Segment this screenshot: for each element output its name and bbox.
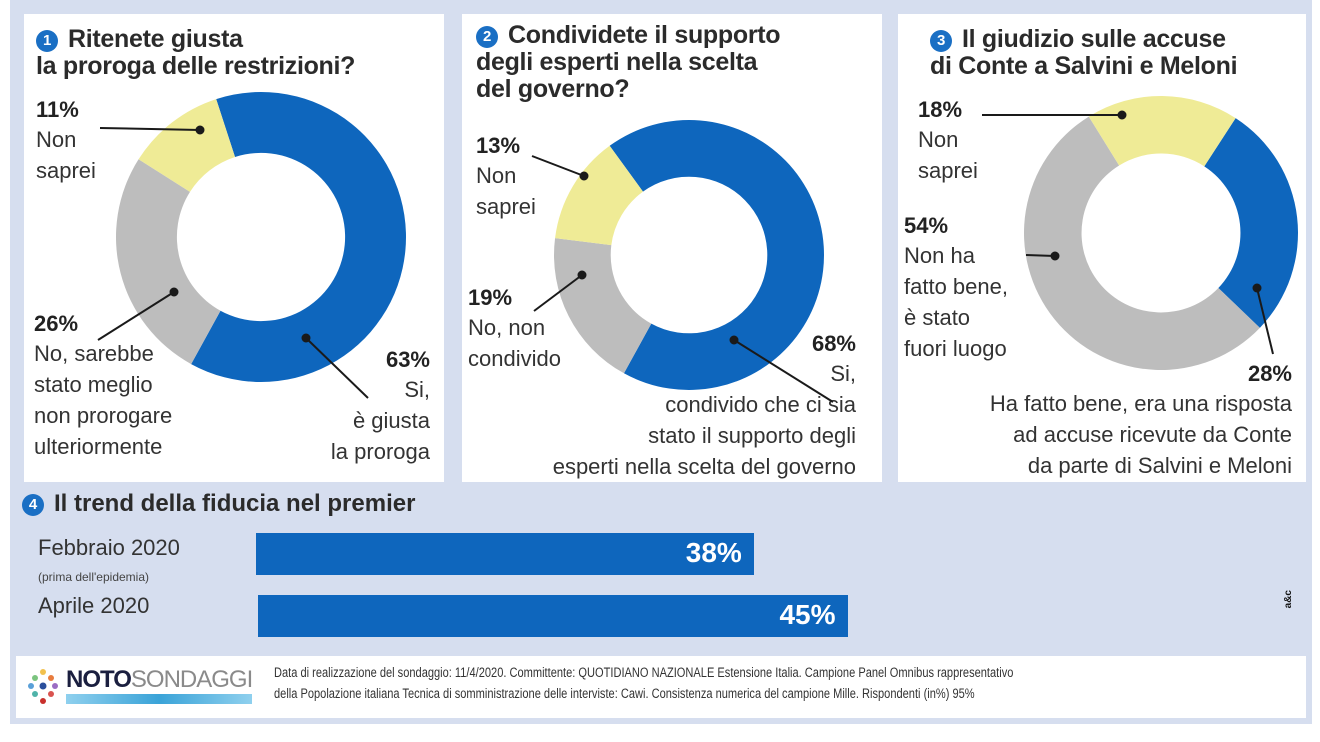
donut-slice-dont-know (138, 99, 236, 192)
slice-text: Non ha (904, 243, 975, 268)
number-badge-icon: 3 (930, 30, 952, 52)
logo-bold: NOTO (66, 666, 132, 693)
poll-panel-1: 1 Ritenete giusta la proroga delle restri… (24, 14, 444, 482)
title-line: degli esperti nella scelta (476, 48, 758, 76)
poll-panel-3: 3 Il giudizio sulle accuse di Conte a Sal… (898, 14, 1306, 482)
slice-text: saprei (918, 158, 978, 183)
slice-text: ulteriormente (34, 434, 163, 459)
slice-text: ad accuse ricevute da Conte (1013, 422, 1292, 447)
title-line: Condividete il supporto (508, 21, 781, 49)
slice-text: No, sarebbe (34, 341, 154, 366)
logo-dots-icon (28, 669, 58, 704)
slice-text: è stato (904, 305, 971, 330)
slice-text: condivido (468, 346, 561, 371)
slice-pct: 54% (904, 213, 949, 238)
donut-slice-yes (609, 120, 824, 391)
slice-text: Non (476, 163, 517, 188)
slice-text: fatto bene, (904, 274, 1008, 299)
title-line: del governo? (476, 75, 630, 103)
slice-label-yes: 68% Si, condivido che ci sia stato il su… (553, 330, 856, 482)
slice-pct: 26% (34, 311, 79, 336)
slice-text: fuori luogo (904, 336, 1007, 361)
bar-category-label: Febbraio 2020 (38, 535, 180, 560)
title-line: Il giudizio sulle accuse (962, 25, 1226, 53)
slice-label-yes: 28% Ha fatto bene, era una risposta ad a… (990, 360, 1292, 481)
slice-text: stato meglio (34, 372, 153, 397)
title-line: Ritenete giusta (68, 25, 243, 53)
bar-aprile: 45% (258, 595, 848, 637)
logo-strip (66, 694, 252, 704)
slice-pct: 13% (476, 133, 521, 158)
slice-pct: 18% (918, 97, 963, 122)
footer: NOTOSONDAGGI Data di realizzazione del s… (16, 656, 1306, 718)
question-title-1: 1 Ritenete giusta la proroga delle restri… (36, 26, 355, 80)
logo-light: SONDAGGI (130, 666, 253, 693)
question-title-2: 2 Condividete il supporto degli esperti n… (476, 21, 781, 103)
logo-text: NOTOSONDAGGI (66, 666, 253, 694)
slice-text: Non (918, 127, 959, 152)
slice-text: saprei (476, 194, 536, 219)
slice-label-dont-know: 11% Non saprei (36, 96, 96, 186)
number-badge-icon: 4 (22, 494, 44, 516)
slice-text: saprei (36, 158, 96, 183)
slice-pct: 19% (468, 285, 513, 310)
bar-value-label: 38% (685, 537, 742, 568)
credit-mark: a&c (1283, 590, 1294, 609)
methodology-note: Data di realizzazione del sondaggio: 11/… (274, 662, 1110, 704)
number-badge-icon: 2 (476, 26, 498, 48)
slice-pct: 11% (36, 97, 79, 122)
number-badge-icon: 1 (36, 30, 58, 52)
slice-label-yes: 63% Si, è giusta la proroga (331, 346, 430, 467)
trend-title: 4 Il trend della fiducia nel premier (22, 490, 415, 518)
slice-text: Non (36, 127, 77, 152)
title-line: la proroga delle restrizioni? (36, 52, 356, 80)
slice-text: la proroga (330, 439, 430, 464)
donut-chart-3 (1024, 96, 1298, 370)
donut-slice-yes (191, 92, 406, 383)
bar-category-label: Aprile 2020 (38, 593, 150, 618)
question-title-3: 3 Il giudizio sulle accuse di Conte a Sal… (930, 25, 1238, 80)
notosondaggi-logo: NOTOSONDAGGI (26, 664, 266, 710)
title-line: di Conte a Salvini e Meloni (930, 52, 1238, 80)
slice-text: No, non (468, 315, 546, 340)
slice-text: condivido che ci sia (665, 392, 856, 417)
slice-text: esperti nella scelta del governo (552, 454, 856, 479)
trend-title-text: Il trend della fiducia nel premier (54, 490, 416, 517)
slice-label-no: 54% Non ha fatto bene, è stato fuori luo… (904, 212, 1008, 364)
donut-slice-no (1024, 116, 1260, 370)
donut-slice-dont-know (555, 145, 643, 246)
bar-febbraio: 38% (256, 533, 754, 575)
slice-text: è giusta (352, 408, 430, 433)
slice-label-no: 26% No, sarebbe stato meglio non proroga… (34, 310, 172, 462)
bar-value-label: 45% (779, 599, 836, 630)
slice-label-dont-know: 18% Non saprei (918, 96, 978, 186)
bar-category-note: (prima dell'epidemia) (38, 570, 149, 584)
slice-pct: 63% (385, 347, 430, 372)
note-line: Data di realizzazione del sondaggio: 11/… (274, 665, 1014, 680)
poll-panel-2: 2 Condividete il supporto degli esperti n… (462, 14, 882, 482)
slice-pct: 28% (1247, 361, 1292, 386)
slice-text: da parte di Salvini e Meloni (1027, 453, 1292, 478)
note-line: della Popolazione italiana Tecnica di so… (274, 686, 975, 701)
slice-text: non prorogare (34, 403, 173, 428)
slice-text: Ha fatto bene, era una risposta (989, 391, 1292, 416)
donut-slice-yes (1204, 118, 1298, 328)
slice-text: stato il supporto degli (648, 423, 856, 448)
slice-label-dont-know: 13% Non saprei (476, 132, 536, 222)
slice-pct: 68% (811, 331, 856, 356)
slice-label-no: 19% No, non condivido (468, 284, 561, 374)
slice-text: Si, (830, 361, 856, 386)
slice-text: Si, (404, 377, 430, 402)
